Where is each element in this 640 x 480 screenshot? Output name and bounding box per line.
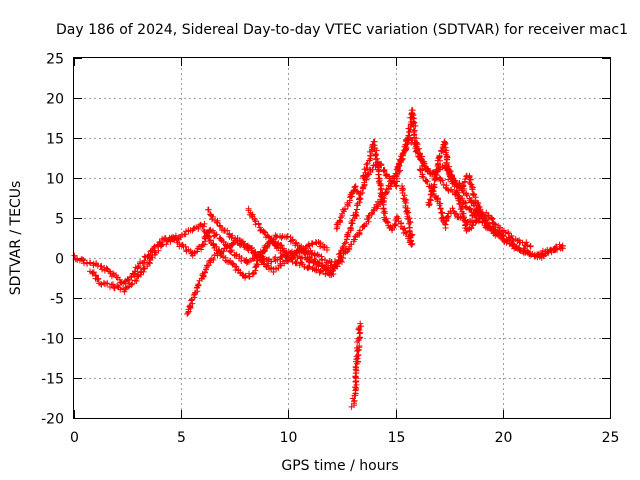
- x-tick-label: 15: [388, 430, 406, 446]
- x-tick-label: 25: [602, 430, 620, 446]
- x-tick-label: 5: [177, 430, 186, 446]
- y-tick-label: 20: [46, 92, 64, 108]
- y-tick-label: 0: [55, 252, 64, 268]
- x-tick-label: 20: [495, 430, 513, 446]
- chart-title: Day 186 of 2024, Sidereal Day-to-day VTE…: [56, 22, 628, 38]
- data-layer: [71, 107, 566, 410]
- y-tick-label: 5: [55, 212, 64, 228]
- series-trace-g: [333, 183, 363, 232]
- y-tick-label: -15: [41, 372, 64, 388]
- series-trace-k: [446, 167, 534, 250]
- x-axis-label: GPS time / hours: [281, 458, 398, 474]
- x-tick-label: 0: [70, 430, 79, 446]
- series-markers: [333, 183, 363, 232]
- plot-frame: [73, 57, 611, 419]
- y-axis-label: SDTVAR / TECUs: [8, 181, 24, 296]
- y-tick-label: 15: [46, 132, 64, 148]
- series-markers: [348, 320, 364, 410]
- series-markers: [360, 138, 416, 248]
- y-tick-label: 25: [46, 52, 64, 68]
- series-trace-f: [348, 320, 364, 410]
- y-tick-label: -10: [41, 332, 64, 348]
- tick-label-layer: -20 -15 -10 -5 0 5 10 15 20 25 0 5 10 15 20 25: [41, 52, 619, 447]
- series-trace-h: [360, 138, 416, 248]
- y-tick-label: 10: [46, 172, 64, 188]
- x-tick-label: 10: [280, 430, 298, 446]
- series-markers: [245, 205, 337, 279]
- series-trace-e: [245, 205, 337, 279]
- y-tick-label: -5: [50, 292, 64, 308]
- y-tick-label: -20: [41, 412, 64, 428]
- series-markers: [446, 167, 534, 250]
- grid-layer: [74, 58, 610, 418]
